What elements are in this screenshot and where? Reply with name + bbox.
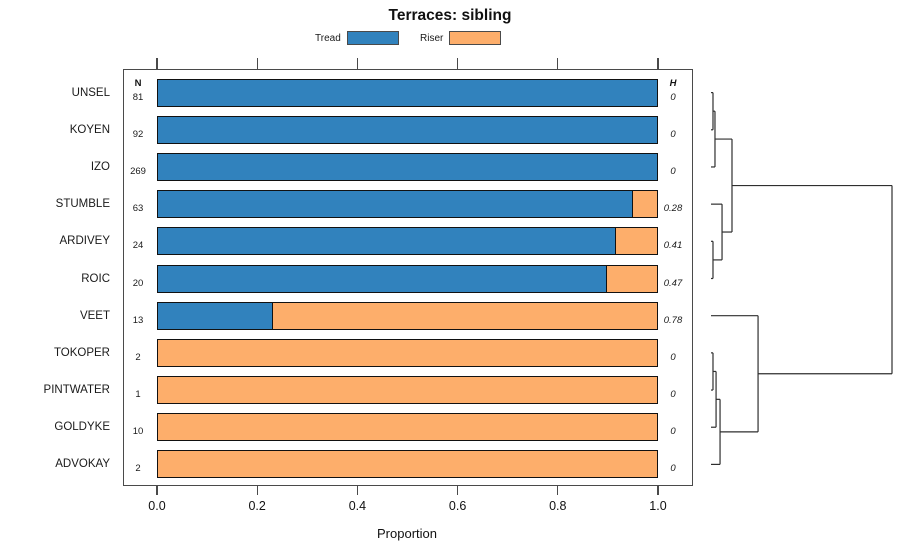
h-column-header: H <box>669 78 677 89</box>
category-label: GOLDYKE <box>54 421 110 434</box>
category-label: ROIC <box>81 272 110 285</box>
n-value: 63 <box>132 203 144 215</box>
bar-veet <box>157 301 658 330</box>
x-tick <box>456 58 459 69</box>
legend-label-riser: Riser <box>420 32 444 44</box>
x-tick <box>156 485 158 495</box>
h-value: 0.28 <box>663 203 683 215</box>
n-value: 20 <box>132 277 144 289</box>
h-value: 0 <box>670 351 676 363</box>
bar-tokoper <box>157 338 658 367</box>
plot-frame <box>123 69 693 486</box>
riser-segment <box>158 451 657 478</box>
n-value: 2 <box>135 463 141 475</box>
bar-unsel <box>157 78 658 107</box>
tread-segment <box>158 116 657 143</box>
category-label: UNSEL <box>71 86 110 99</box>
n-value: 269 <box>130 165 146 177</box>
n-value: 13 <box>132 314 144 326</box>
riser-segment <box>273 302 657 329</box>
tread-segment <box>158 79 657 106</box>
tread-segment <box>158 153 657 180</box>
bar-goldyke <box>157 413 658 442</box>
x-tick <box>256 485 258 495</box>
bar-izo <box>157 152 658 181</box>
x-tick-label: 0.8 <box>549 499 567 513</box>
h-value: 0 <box>670 426 676 438</box>
bar-roic <box>157 264 658 293</box>
h-value: 0 <box>670 165 676 177</box>
legend-item-tread: Tread <box>315 30 399 46</box>
h-value: 0 <box>670 389 676 401</box>
h-value: 0 <box>670 463 676 475</box>
bar-stumble <box>157 190 658 219</box>
bar-advokay <box>157 450 658 479</box>
n-value: 1 <box>135 389 141 401</box>
x-tick <box>356 58 359 69</box>
legend-swatch-tread <box>346 31 399 45</box>
n-value: 81 <box>132 91 144 103</box>
h-value: 0.78 <box>663 314 683 326</box>
legend-item-riser: Riser <box>420 30 502 46</box>
x-tick <box>657 485 659 495</box>
category-label: ARDIVEY <box>59 235 111 248</box>
riser-segment <box>158 339 657 366</box>
x-tick <box>156 58 158 69</box>
x-tick <box>256 58 258 69</box>
category-label: TOKOPER <box>53 346 110 359</box>
chart-title: Terraces: sibling <box>388 7 512 24</box>
tread-segment <box>158 265 608 292</box>
n-value: 10 <box>132 426 144 438</box>
h-value: 0 <box>670 91 676 103</box>
category-label: STUMBLE <box>55 198 110 211</box>
x-tick <box>557 485 559 495</box>
x-tick-label: 0.6 <box>448 499 467 513</box>
n-value: 92 <box>132 128 144 140</box>
riser-segment <box>607 265 657 292</box>
n-value: 2 <box>135 351 141 363</box>
tread-segment <box>158 228 616 255</box>
x-tick-label: 1.0 <box>649 499 667 513</box>
bar-koyen <box>157 115 658 144</box>
category-label: PINTWATER <box>43 384 110 397</box>
category-label: ADVOKAY <box>55 458 110 471</box>
category-label: KOYEN <box>69 123 110 136</box>
x-tick <box>657 58 659 69</box>
tread-segment <box>158 191 634 218</box>
category-label: IZO <box>90 160 110 173</box>
n-value: 24 <box>132 240 144 252</box>
h-value: 0 <box>670 128 676 140</box>
x-tick-label: 0.0 <box>148 499 166 513</box>
bar-ardivey <box>157 227 658 256</box>
legend-label-tread: Tread <box>315 32 341 44</box>
riser-segment <box>615 228 657 255</box>
bar-pintwater <box>157 376 658 405</box>
h-value: 0.41 <box>663 240 683 252</box>
tread-segment <box>158 302 274 329</box>
x-axis-title: Proportion <box>377 526 437 541</box>
x-tick-label: 0.2 <box>248 499 266 513</box>
x-tick-label: 0.4 <box>348 499 367 513</box>
h-value: 0.47 <box>663 277 683 289</box>
n-column-header: N <box>134 78 142 89</box>
x-tick <box>557 58 559 69</box>
x-tick <box>356 485 359 495</box>
legend-swatch-riser <box>449 31 502 45</box>
riser-segment <box>158 414 657 441</box>
x-tick <box>456 485 459 495</box>
riser-segment <box>158 377 657 404</box>
riser-segment <box>633 191 657 218</box>
category-label: VEET <box>79 309 110 322</box>
